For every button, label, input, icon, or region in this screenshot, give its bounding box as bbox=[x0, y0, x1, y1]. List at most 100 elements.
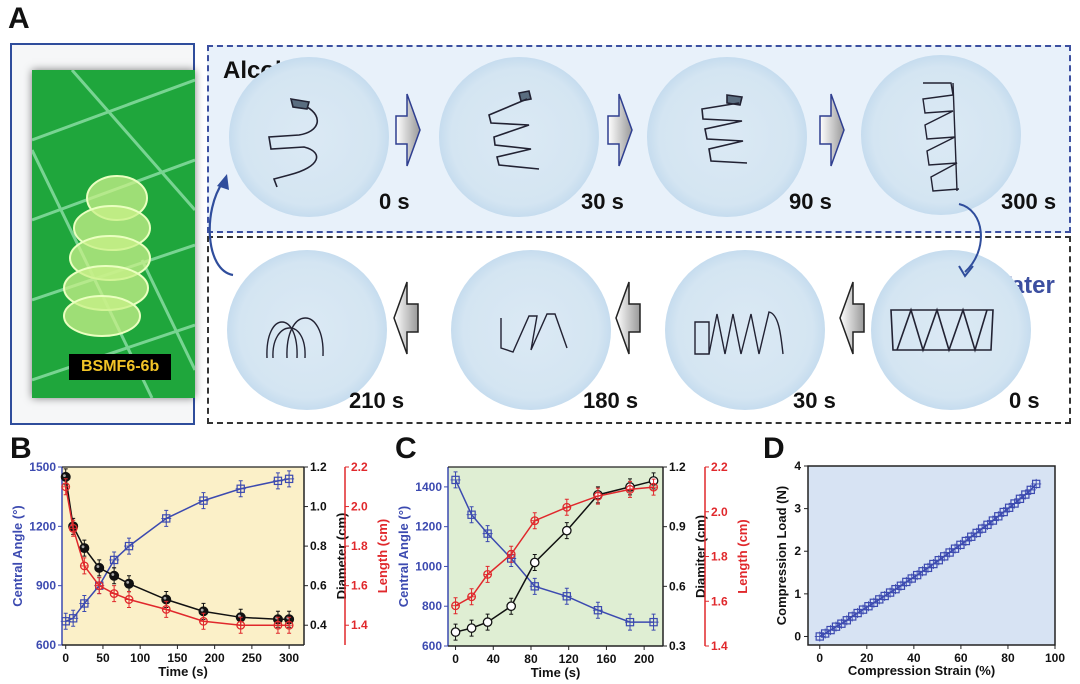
marker-cross bbox=[830, 621, 841, 632]
sample-label: BSMF6-6b bbox=[69, 354, 172, 380]
right-y-tick-label: 0.8 bbox=[310, 539, 327, 553]
dish-water-30 bbox=[665, 250, 825, 410]
x-tick-label: 100 bbox=[1045, 651, 1065, 665]
marker-body bbox=[561, 525, 572, 536]
data-point-compression-load bbox=[830, 621, 841, 632]
right-y-axis-title: Diameter (cm) bbox=[334, 513, 349, 600]
x-tick-label: 150 bbox=[167, 651, 187, 665]
data-point-central-angle bbox=[648, 617, 659, 628]
data-point-central-angle bbox=[198, 495, 209, 506]
curved-arrow-down-icon bbox=[958, 203, 982, 278]
data-point-length bbox=[625, 484, 635, 494]
marker-cross bbox=[987, 515, 998, 526]
data-point-length bbox=[199, 616, 208, 626]
sample-photo: BSMF6-6b bbox=[32, 70, 195, 398]
y-tick-label: 3 bbox=[794, 502, 801, 516]
left-y-axis-title: Central Angle (°) bbox=[396, 506, 411, 608]
marker-cross bbox=[1004, 502, 1015, 513]
marker-body bbox=[109, 570, 120, 581]
marker-cross bbox=[109, 554, 120, 565]
data-point-compression-load bbox=[987, 515, 998, 526]
series-markers-compression-load bbox=[814, 478, 1042, 642]
data-point-length bbox=[284, 620, 294, 630]
marker-cross bbox=[530, 516, 539, 525]
data-point-central-angle bbox=[235, 483, 246, 494]
outer-y-tick-label: 1.8 bbox=[711, 550, 728, 564]
marker-cross bbox=[982, 519, 993, 530]
x-tick-label: 300 bbox=[279, 651, 299, 665]
data-point-diamiter bbox=[482, 617, 493, 627]
panel-b-label: B bbox=[10, 432, 32, 465]
time-label-alcohol-300: 300 s bbox=[1001, 189, 1057, 214]
marker-cross bbox=[451, 601, 460, 610]
marker-cross bbox=[198, 495, 209, 506]
arrow-left-icon bbox=[615, 281, 641, 355]
outer-y-axis-title: Length (cm) bbox=[735, 519, 750, 593]
series-markers-length bbox=[451, 478, 659, 615]
helix-open-drawing bbox=[266, 317, 324, 359]
y-tick-label: 4 bbox=[794, 459, 801, 473]
data-point-length bbox=[467, 592, 477, 602]
x-tick-label: 80 bbox=[524, 652, 538, 666]
left-y-tick-label: 1500 bbox=[29, 460, 56, 474]
data-point-central-angle bbox=[109, 554, 120, 565]
data-point-diameter bbox=[198, 606, 209, 617]
marker-cross bbox=[124, 541, 135, 552]
dish-alcohol-300 bbox=[861, 55, 1021, 215]
marker-cross bbox=[1014, 493, 1025, 504]
curved-arrow-up-icon bbox=[208, 174, 234, 277]
marker-cross bbox=[467, 592, 476, 601]
data-point-diameter bbox=[124, 578, 135, 589]
x-tick-label: 120 bbox=[559, 652, 579, 666]
data-point-length bbox=[483, 569, 493, 579]
helix-unwinding-drawing bbox=[500, 313, 568, 353]
x-tick-label: 200 bbox=[205, 651, 225, 665]
right-y-tick-label: 0.6 bbox=[669, 579, 686, 593]
right-y-tick-label: 1.2 bbox=[310, 460, 327, 474]
sample-photo-drawing bbox=[32, 70, 195, 398]
x-tick-label: 200 bbox=[634, 652, 654, 666]
marker-highlight bbox=[63, 474, 66, 477]
right-y-tick-label: 0.6 bbox=[310, 579, 327, 593]
marker-cross bbox=[483, 570, 492, 579]
data-point-length bbox=[506, 549, 516, 559]
x-tick-label: 160 bbox=[596, 652, 616, 666]
data-point-compression-load bbox=[1020, 489, 1031, 500]
right-y-tick-label: 0.9 bbox=[669, 520, 686, 534]
y-tick-label: 0 bbox=[794, 629, 801, 643]
marker-cross bbox=[69, 524, 78, 533]
data-point-compression-load bbox=[1009, 498, 1020, 509]
data-point-compression-load bbox=[982, 519, 993, 530]
marker-cross bbox=[450, 474, 461, 485]
marker-cross bbox=[998, 507, 1009, 518]
outer-y-tick-label: 2.0 bbox=[711, 505, 728, 519]
marker-cross bbox=[592, 605, 603, 616]
marker-highlight bbox=[111, 573, 115, 576]
helix-stretched-drawing bbox=[890, 307, 994, 353]
left-y-tick-label: 1200 bbox=[29, 519, 56, 533]
x-tick-label: 0 bbox=[62, 651, 69, 665]
data-point-length bbox=[236, 620, 246, 630]
marker-cross bbox=[624, 617, 635, 628]
data-point-length bbox=[109, 589, 119, 599]
helix-elongated-drawing bbox=[694, 311, 784, 355]
arrow-right-icon bbox=[819, 93, 845, 167]
left-y-tick-label: 1000 bbox=[415, 559, 442, 573]
marker-cross bbox=[960, 536, 971, 547]
arrow-left-icon bbox=[839, 281, 865, 355]
data-point-central-angle bbox=[450, 474, 461, 485]
data-point-compression-load bbox=[1025, 484, 1036, 495]
dish-water-180 bbox=[451, 250, 611, 410]
marker-cross bbox=[971, 527, 982, 538]
data-point-length bbox=[273, 620, 283, 630]
data-point-central-angle bbox=[161, 513, 172, 524]
marker-cross bbox=[648, 617, 659, 628]
data-point-central-angle bbox=[482, 528, 493, 539]
left-y-tick-label: 1400 bbox=[415, 480, 442, 494]
data-point-central-angle bbox=[466, 509, 477, 520]
data-point-diameter bbox=[109, 570, 120, 581]
helix-sample bbox=[63, 175, 151, 337]
marker-cross bbox=[814, 631, 825, 642]
data-point-length bbox=[61, 482, 71, 492]
data-point-length bbox=[530, 516, 540, 526]
